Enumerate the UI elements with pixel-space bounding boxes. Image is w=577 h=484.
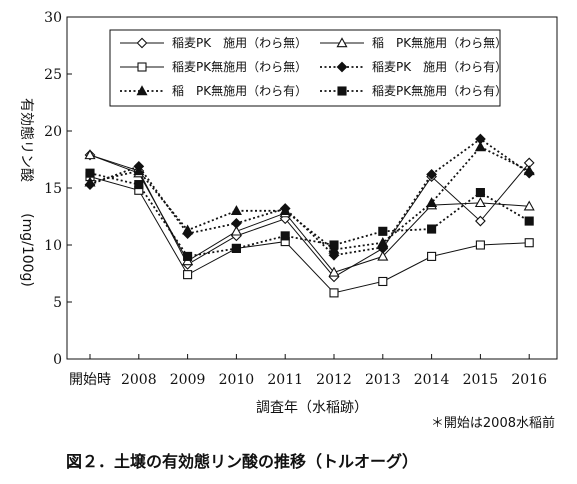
- data-point-s6: [378, 226, 388, 236]
- data-point-s2: [523, 200, 535, 211]
- y-tick-label: 15: [44, 181, 62, 197]
- data-point-s3: [378, 276, 388, 287]
- x-tick-label: 2014: [414, 372, 450, 388]
- data-point-s5: [182, 224, 194, 235]
- data-point-s2: [84, 149, 96, 160]
- legend-label-6: 稲麦PK無施用（わら有）: [372, 83, 507, 98]
- legend-marker-1: [136, 37, 148, 49]
- legend-label-3: 稲麦PK無施用（わら無）: [172, 59, 307, 74]
- data-point-s3: [524, 238, 534, 248]
- data-point-s2: [230, 225, 242, 236]
- x-tick-label: 2012: [316, 372, 352, 388]
- data-point-s4: [231, 217, 242, 229]
- legend-marker-2: [336, 37, 348, 48]
- data-point-s5: [377, 236, 389, 247]
- series-line-2: [89, 154, 530, 273]
- legend-marker-5: [136, 85, 148, 96]
- legend-marker-4: [336, 61, 348, 73]
- data-point-s6: [524, 216, 534, 226]
- y-tick-label: 10: [44, 238, 62, 254]
- legend-marker-6: [337, 86, 347, 96]
- x-tick-label: 2010: [219, 372, 255, 388]
- legend-label-1: 稲麦PK 施用（わら無）: [172, 35, 307, 50]
- data-point-s2: [377, 250, 389, 261]
- data-point-s6: [85, 168, 95, 178]
- series-line-3: [89, 176, 530, 294]
- legend-label-2: 稲 PK無施用（わら無）: [372, 35, 507, 50]
- data-point-s6: [475, 188, 485, 198]
- data-point-s4: [426, 168, 437, 180]
- y-tick-label: 25: [44, 67, 62, 83]
- data-point-s5: [84, 176, 96, 187]
- series-line-6: [89, 172, 530, 258]
- data-point-s2: [328, 266, 340, 277]
- footnote: ＊開始は2008水稲前: [431, 415, 555, 431]
- legend-box: [109, 29, 501, 107]
- y-tick-label: 5: [53, 295, 62, 311]
- data-point-s5: [230, 205, 242, 216]
- data-point-s5: [279, 205, 291, 216]
- data-point-s3: [427, 251, 437, 261]
- x-tick-label: 2008: [121, 372, 157, 388]
- data-point-s2: [474, 197, 486, 208]
- y-tick-label: 30: [44, 10, 62, 26]
- data-point-s5: [133, 165, 145, 176]
- data-point-s5: [474, 141, 486, 152]
- x-tick-label: 2016: [511, 372, 547, 388]
- data-point-s6: [329, 240, 339, 250]
- legend-marker-3: [137, 62, 147, 72]
- data-point-s1: [475, 215, 486, 227]
- y-tick-label: 0: [53, 352, 62, 368]
- y-tick-label: 20: [44, 124, 62, 140]
- data-point-s3: [329, 288, 339, 298]
- data-point-s6: [183, 251, 193, 261]
- y-axis: 0 5 10 15 20 25 30: [44, 10, 72, 368]
- y-axis-title-line2: (mg/100g): [19, 213, 35, 287]
- x-tick-label: 2009: [170, 372, 206, 388]
- series-line-5: [89, 145, 530, 251]
- series-lines: [89, 137, 530, 294]
- x-axis-title: 調査年（水稲跡）: [256, 400, 368, 416]
- y-axis-title-line1: 有効態リン酸: [18, 98, 34, 182]
- series-line-1: [89, 154, 530, 278]
- data-point-s3: [183, 270, 193, 280]
- x-tick-label: 開始時: [69, 372, 111, 388]
- data-point-s6: [231, 243, 241, 253]
- data-point-s6: [134, 180, 144, 190]
- series-line-4: [89, 137, 530, 257]
- legend: 稲麦PK 施用（わら無） 稲 PK無施用（わら無） 稲麦PK無施用（わら無） 稲麦PK…: [109, 29, 507, 107]
- data-point-s6: [280, 231, 290, 241]
- x-tick-label: 2011: [267, 372, 303, 388]
- legend-label-5: 稲 PK無施用（わら有）: [172, 83, 307, 98]
- x-axis: 開始時 2008 2009 2010 2011 2012 2013 2014 2015 2016: [69, 354, 547, 388]
- x-tick-label: 2013: [365, 372, 401, 388]
- x-tick-label: 2015: [463, 372, 499, 388]
- data-point-s6: [427, 224, 437, 234]
- data-point-s3: [475, 240, 485, 250]
- data-point-s5: [426, 197, 438, 208]
- series-markers: [84, 133, 535, 298]
- figure-caption: 図２．土壌の有効態リン酸の推移（トルオーグ）: [66, 452, 418, 471]
- data-point-s5: [523, 165, 535, 176]
- legend-label-4: 稲麦PK 施用（わら有）: [372, 60, 507, 74]
